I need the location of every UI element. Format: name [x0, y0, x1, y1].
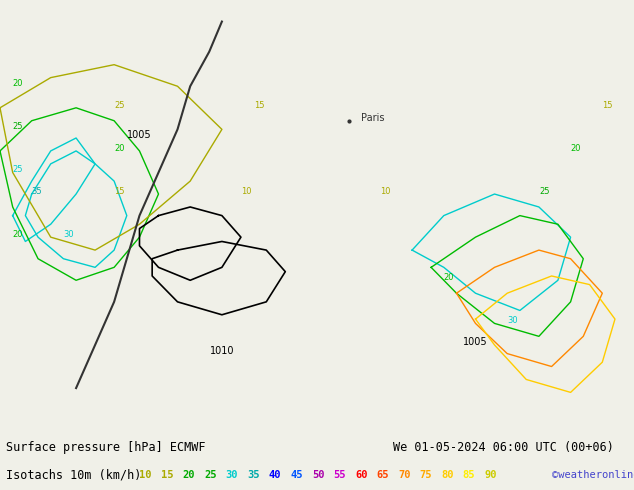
Text: 30: 30 — [63, 230, 74, 239]
Text: 20: 20 — [444, 273, 455, 282]
Text: 1005: 1005 — [463, 337, 488, 347]
Text: We 01-05-2024 06:00 UTC (00+06): We 01-05-2024 06:00 UTC (00+06) — [393, 441, 614, 454]
Text: 25: 25 — [539, 187, 550, 196]
Text: 20: 20 — [571, 144, 581, 153]
Text: 10: 10 — [241, 187, 252, 196]
Text: 15: 15 — [161, 470, 174, 480]
Text: 15: 15 — [602, 101, 613, 110]
Text: 55: 55 — [333, 470, 346, 480]
Text: 20: 20 — [13, 79, 23, 88]
Text: 30: 30 — [226, 470, 238, 480]
Text: 25: 25 — [13, 122, 23, 131]
Text: 85: 85 — [463, 470, 476, 480]
Text: 80: 80 — [441, 470, 454, 480]
Text: 50: 50 — [312, 470, 325, 480]
Text: 10: 10 — [380, 187, 391, 196]
Text: 1005: 1005 — [127, 130, 152, 140]
Text: 40: 40 — [269, 470, 281, 480]
Text: 20: 20 — [183, 470, 195, 480]
Text: 25: 25 — [114, 101, 125, 110]
Text: 30: 30 — [507, 317, 518, 325]
Text: 45: 45 — [290, 470, 303, 480]
Text: 35: 35 — [32, 187, 42, 196]
Text: 65: 65 — [377, 470, 389, 480]
Text: 15: 15 — [254, 101, 264, 110]
Text: 25: 25 — [13, 166, 23, 174]
Text: 20: 20 — [13, 230, 23, 239]
Text: 70: 70 — [398, 470, 411, 480]
Text: 75: 75 — [420, 470, 432, 480]
Text: 35: 35 — [247, 470, 260, 480]
Text: Isotachs 10m (km/h): Isotachs 10m (km/h) — [6, 469, 142, 482]
Text: 1010: 1010 — [210, 345, 234, 356]
Text: 60: 60 — [355, 470, 368, 480]
Text: 90: 90 — [484, 470, 497, 480]
Text: Paris: Paris — [361, 113, 385, 122]
Text: 10: 10 — [139, 470, 152, 480]
Text: 15: 15 — [114, 187, 125, 196]
Text: ©weatheronline.co.uk: ©weatheronline.co.uk — [552, 470, 634, 480]
Text: 20: 20 — [114, 144, 125, 153]
Text: Surface pressure [hPa] ECMWF: Surface pressure [hPa] ECMWF — [6, 441, 206, 454]
Text: 25: 25 — [204, 470, 217, 480]
